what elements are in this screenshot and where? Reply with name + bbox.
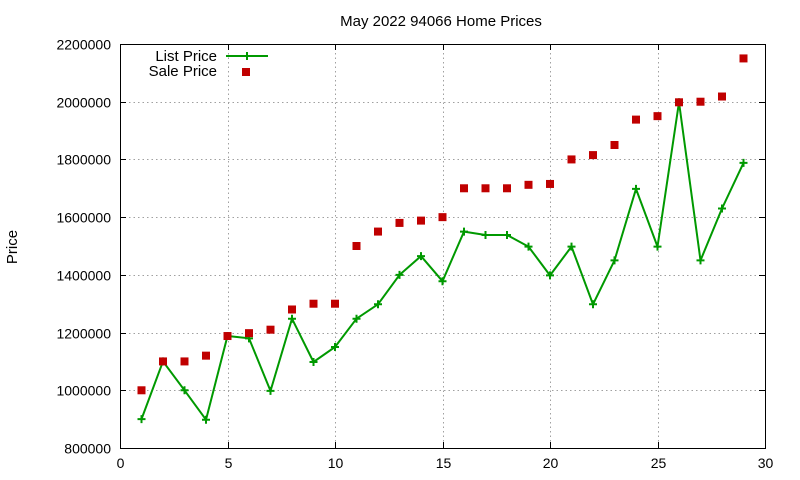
data-point-sale-price: [395, 218, 404, 227]
data-point-sale-price: [159, 357, 167, 366]
data-point-list-price: [180, 386, 189, 395]
legend-label-sale-price: Sale Price: [149, 63, 217, 80]
x-tick-label: 25: [651, 455, 667, 471]
data-point-list-price: [739, 158, 748, 167]
data-point-sale-price: [438, 213, 447, 222]
data-point-list-price: [718, 204, 726, 213]
data-point-list-price: [503, 231, 511, 240]
data-point-list-price: [610, 256, 619, 265]
data-point-sale-price: [202, 351, 210, 360]
data-point-sale-price: [524, 180, 533, 189]
data-point-sale-price: [696, 97, 705, 106]
data-point-sale-price: [352, 242, 361, 250]
data-point-list-price: [567, 242, 576, 251]
data-point-list-price: [481, 231, 490, 240]
data-point-sale-price: [739, 54, 748, 63]
data-point-list-price: [546, 271, 554, 280]
data-point-list-price: [395, 270, 404, 279]
data-point-list-price: [266, 386, 275, 395]
data-point-list-price: [137, 415, 146, 424]
data-point-list-price: [202, 415, 210, 424]
data-point-list-price: [653, 242, 662, 251]
y-axis-label: Price: [4, 230, 21, 264]
y-tick-label: 1600000: [56, 210, 111, 226]
y-tick-label: 1200000: [56, 326, 111, 342]
data-point-list-price: [309, 358, 318, 367]
grid: [120, 44, 765, 448]
data-point-list-price: [352, 314, 361, 323]
series: [137, 54, 748, 424]
y-tick-label: 1000000: [56, 383, 111, 399]
data-point-sale-price: [266, 325, 275, 334]
y-tick-label: 1400000: [56, 268, 111, 284]
x-tick-label: 0: [117, 455, 125, 471]
data-point-sale-price: [481, 184, 490, 193]
data-point-sale-price: [460, 184, 468, 193]
data-point-sale-price: [610, 141, 619, 149]
data-point-sale-price: [245, 329, 253, 338]
data-point-sale-price: [309, 299, 318, 308]
x-tick-label: 15: [436, 455, 452, 471]
data-point-list-price: [524, 242, 533, 251]
data-point-sale-price: [417, 216, 425, 225]
data-point-list-price: [589, 300, 597, 309]
data-point-sale-price: [288, 305, 296, 314]
legend-marker-sale-price: [242, 68, 250, 76]
data-point-list-price: [632, 184, 640, 193]
y-tick-label: 1800000: [56, 152, 111, 168]
x-tick-label: 20: [543, 455, 559, 471]
legend-marker-list-price: [243, 52, 251, 60]
y-tick-label: 800000: [64, 441, 111, 457]
data-point-sale-price: [180, 357, 189, 366]
data-point-list-price: [438, 277, 447, 286]
data-point-sale-price: [589, 151, 597, 160]
legend-label-list-price: List Price: [155, 48, 217, 65]
data-point-sale-price: [567, 155, 576, 164]
data-point-list-price: [288, 314, 296, 323]
y-tick-label: 2000000: [56, 95, 111, 111]
data-point-sale-price: [675, 98, 683, 107]
data-point-sale-price: [331, 299, 339, 308]
data-point-sale-price: [374, 227, 382, 236]
axes: 0 5 10 15 20 25 30 800000 1000000 1200000 1400000 1…: [56, 37, 773, 472]
data-point-list-price: [374, 300, 382, 309]
data-point-list-price: [696, 256, 705, 265]
x-tick-label: 30: [758, 455, 774, 471]
y-tick-label: 2200000: [56, 37, 111, 53]
data-point-sale-price: [223, 332, 232, 341]
x-tick-label: 10: [328, 455, 344, 471]
data-point-sale-price: [653, 112, 662, 121]
series-line-list-price: [140, 102, 745, 422]
chart-title: May 2022 94066 Home Prices: [340, 13, 542, 30]
x-tick-label: 5: [225, 455, 233, 471]
legend: List Price Sale Price: [149, 48, 268, 80]
data-point-sale-price: [503, 184, 511, 193]
data-point-sale-price: [718, 92, 726, 101]
data-point-sale-price: [137, 386, 146, 395]
data-point-sale-price: [546, 179, 554, 188]
data-point-list-price: [460, 227, 468, 236]
data-point-list-price: [331, 343, 339, 351]
data-point-list-price: [417, 252, 425, 261]
data-point-sale-price: [632, 115, 640, 124]
